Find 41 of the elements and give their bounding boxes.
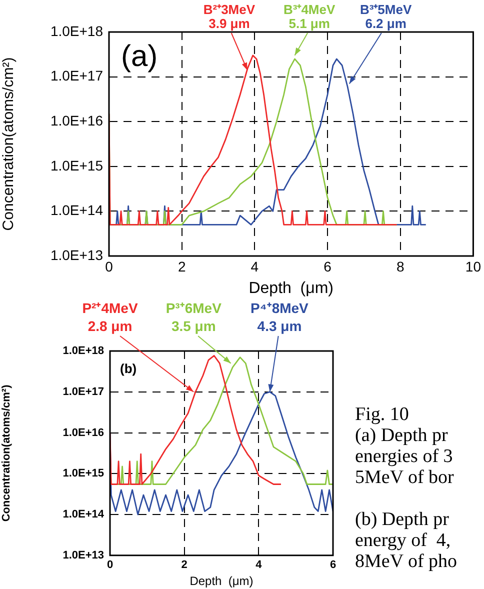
text: energies of 3: [355, 446, 454, 467]
y-tick-label: 1.0E+17: [62, 386, 104, 398]
y-axis-title: Concentration(atoms/cm²): [0, 384, 13, 522]
x-tick-label: 2: [181, 559, 188, 572]
annotation: P⁴⁺8MeV 4.3 μm: [250, 300, 310, 334]
caption: Fig. 10: [355, 404, 410, 425]
text: (a) Depth pr: [355, 425, 449, 446]
y-tick-label: 1.0E+14: [62, 508, 105, 521]
annotation: B³⁺4MeV 5.1 μm: [283, 2, 336, 31]
text: 5MeV of bor: [355, 467, 455, 488]
y-tick-label: 1.0E+18: [50, 22, 104, 39]
y-tick-label: 1.0E+16: [62, 426, 104, 439]
x-tick-label: 6: [330, 559, 336, 572]
x-tick-label: 10: [465, 258, 482, 274]
x-axis-title: Depth (μm): [248, 280, 334, 297]
y-tick-label: 1.0E+13: [62, 549, 104, 562]
y-tick-label: 1.0E+17: [50, 68, 104, 84]
annotation: (a): [121, 40, 158, 73]
x-tick-label: 6: [324, 258, 332, 274]
annotation: P³⁺6MeV 3.5 μm: [166, 300, 222, 334]
annotation: P²⁺4MeV 2.8 μm: [82, 300, 138, 334]
x-tick-label: 2: [178, 258, 186, 274]
y-tick-label: 1.0E+18: [62, 345, 104, 358]
annotation: B²⁺3MeV 3.9 μm: [203, 2, 256, 31]
y-axis-title: Concentration(atoms/cm²): [0, 57, 18, 231]
x-tick-label: 4: [256, 559, 263, 572]
y-tick-label: 1.0E+13: [50, 246, 104, 263]
x-tick-label: 0: [106, 559, 114, 572]
y-tick-label: 1.0E+15: [62, 468, 104, 480]
y-tick-label: 1.0E+16: [50, 112, 104, 128]
x-axis-title: Depth (μm): [190, 574, 254, 588]
text: 8MeV of pho: [355, 551, 458, 572]
x-tick-label: 0: [105, 258, 114, 274]
x-tick-label: 4: [250, 258, 259, 274]
annotation: (b): [120, 361, 137, 376]
x-tick-label: 8: [396, 258, 404, 274]
y-tick-label: 1.0E+14: [50, 202, 104, 218]
text: energy of 4,: [355, 530, 452, 551]
annotation: B³⁺5MeV 6.2 μm: [360, 2, 412, 31]
text: (b) Depth pr: [355, 509, 450, 530]
y-tick-label: 1.0E+15: [50, 157, 104, 174]
